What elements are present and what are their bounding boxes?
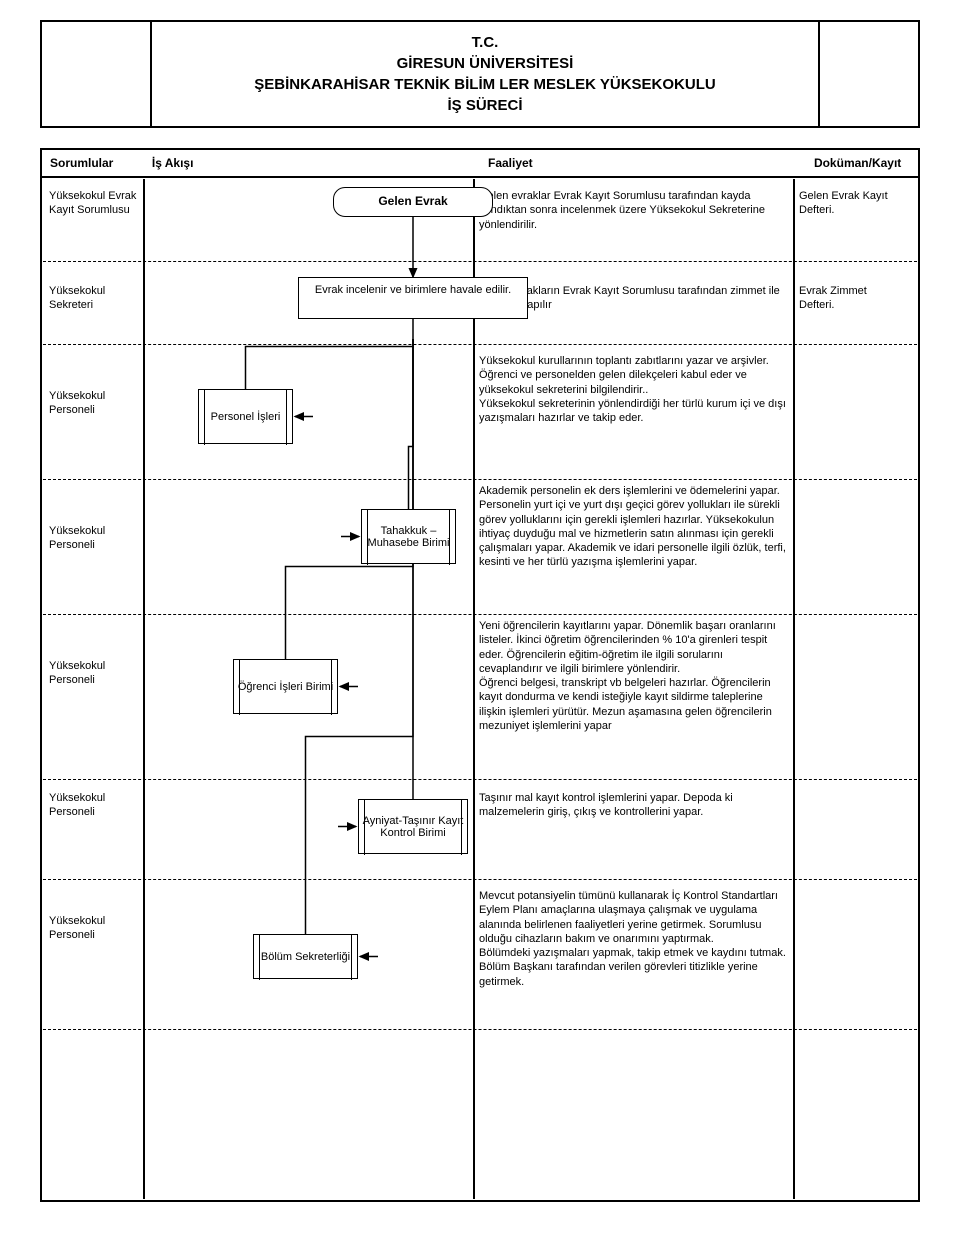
flow-bolum: Bölüm Sekreterliği	[253, 934, 358, 979]
process-table: Sorumlular İş Akışı Faaliyet Doküman/Kay…	[40, 148, 920, 1202]
flow-ogrenci: Öğrenci İşleri Birimi	[233, 659, 338, 714]
faaliyet-text: Yeni öğrencilerin kayıtlarını yapar. Dön…	[479, 619, 789, 733]
col-header-is-akisi: İş Akışı	[144, 150, 480, 178]
flow-ayniyat: Ayniyat-Taşınır Kayıt Kontrol Birimi	[358, 799, 468, 854]
faaliyet-text: Akademik personelin ek ders işlemlerini …	[479, 484, 789, 570]
flow-tahakkuk: Tahakkuk – Muhasebe Birimi	[361, 509, 456, 564]
process-body: Yüksekokul Evrak Kayıt Sorumlusu Gelen ev…	[43, 179, 917, 1199]
dokuman-text: Gelen Evrak Kayıt Defteri.	[799, 189, 899, 218]
sorumlu-text: Yüksekokul Sekreteri	[49, 284, 139, 313]
header-line-2: GİRESUN ÜNİVERSİTESİ	[157, 53, 813, 74]
faaliyet-text: Taşınır mal kayıt kontrol işlemlerini ya…	[479, 791, 789, 820]
header-line-1: T.C.	[157, 32, 813, 53]
flow-start: Gelen Evrak	[333, 187, 493, 217]
table-header-row: Sorumlular İş Akışı Faaliyet Doküman/Kay…	[42, 150, 918, 178]
sorumlu-text: Yüksekokul Personeli	[49, 389, 139, 418]
col-header-faaliyet: Faaliyet	[480, 150, 806, 178]
row-separator	[43, 1029, 917, 1030]
faaliyet-text: Mevcut potansiyelin tümünü kullanarak İç…	[479, 889, 789, 989]
column-divider	[473, 179, 475, 1199]
row-separator	[43, 614, 917, 615]
sorumlu-text: Yüksekokul Personeli	[49, 659, 139, 688]
col-header-sorumlular: Sorumlular	[42, 150, 144, 178]
row-separator	[43, 779, 917, 780]
sorumlu-text: Yüksekokul Evrak Kayıt Sorumlusu	[49, 189, 139, 218]
sorumlu-text: Yüksekokul Personeli	[49, 791, 139, 820]
row-separator	[43, 261, 917, 262]
column-divider	[793, 179, 795, 1199]
faaliyet-text: Yüksekokul kurullarının toplantı zabıtla…	[479, 354, 789, 425]
page: T.C. GİRESUN ÜNİVERSİTESİ ŞEBİNKARAHİSAR…	[0, 0, 960, 1222]
faaliyet-text: Gelen evraklar Evrak Kayıt Sorumlusu tar…	[479, 189, 789, 232]
header-line-3: ŞEBİNKARAHİSAR TEKNİK BİLİM LER MESLEK Y…	[157, 74, 813, 95]
header-line-4: İŞ SÜRECİ	[157, 95, 813, 116]
dokuman-text: Evrak Zimmet Defteri.	[799, 284, 899, 313]
header-left-cell	[42, 22, 152, 126]
column-divider	[143, 179, 145, 1199]
table-body-row: Yüksekokul Evrak Kayıt Sorumlusu Gelen ev…	[42, 178, 918, 1200]
flow-review: Evrak incelenir ve birimlere havale edil…	[298, 277, 528, 319]
row-separator	[43, 344, 917, 345]
header-right-cell	[818, 22, 918, 126]
col-header-dokuman: Doküman/Kayıt	[806, 150, 918, 178]
document-header: T.C. GİRESUN ÜNİVERSİTESİ ŞEBİNKARAHİSAR…	[40, 20, 920, 128]
sorumlu-text: Yüksekokul Personeli	[49, 524, 139, 553]
sorumlu-text: Yüksekokul Personeli	[49, 914, 139, 943]
flow-personel: Personel İşleri	[198, 389, 293, 444]
row-separator	[43, 879, 917, 880]
header-title: T.C. GİRESUN ÜNİVERSİTESİ ŞEBİNKARAHİSAR…	[152, 22, 818, 126]
row-separator	[43, 479, 917, 480]
